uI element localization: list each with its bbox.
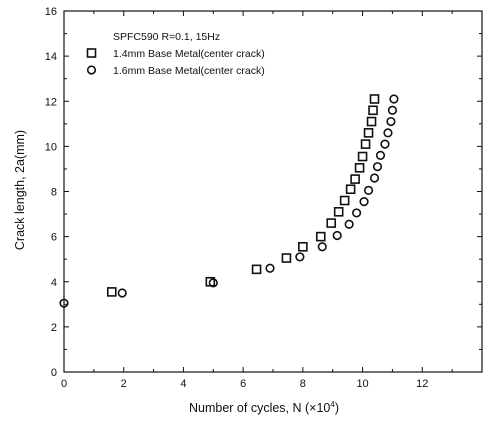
y-axis-ticks: 0 2 4 6 8 10 12 14 16 bbox=[45, 6, 482, 379]
data-point-series-1 bbox=[360, 139, 371, 149]
data-point-series-1 bbox=[369, 94, 380, 104]
x-axis-label-exponent: 4 bbox=[330, 400, 335, 409]
data-point-series-2 bbox=[208, 278, 218, 288]
y-tick-label: 4 bbox=[51, 277, 57, 289]
data-point-series-1 bbox=[251, 264, 262, 275]
legend-title: SPFC590 R=0.1, 15Hz bbox=[113, 31, 220, 43]
data-point-series-1 bbox=[326, 218, 337, 228]
data-point-series-1 bbox=[357, 151, 368, 162]
data-point-series-1 bbox=[345, 184, 356, 195]
x-tick-label: 0 bbox=[61, 378, 67, 390]
data-point-series-1 bbox=[298, 241, 308, 252]
y-tick-label: 14 bbox=[45, 51, 57, 63]
x-tick-label: 4 bbox=[180, 378, 186, 390]
data-point-series-2 bbox=[363, 185, 374, 195]
data-point-series-2 bbox=[59, 298, 69, 308]
data-point-series-2 bbox=[352, 208, 362, 218]
data-point-series-2 bbox=[372, 162, 383, 172]
data-points bbox=[59, 94, 399, 308]
legend-marker-square bbox=[86, 48, 97, 58]
data-point-series-2 bbox=[383, 128, 393, 138]
data-point-series-2 bbox=[344, 219, 354, 229]
data-point-series-2 bbox=[369, 173, 380, 183]
data-point-series-1 bbox=[339, 195, 350, 206]
data-point-series-2 bbox=[359, 197, 369, 207]
data-point-series-2 bbox=[389, 94, 399, 104]
x-tick-label: 6 bbox=[240, 378, 246, 390]
x-tick-label: 8 bbox=[300, 378, 306, 390]
data-point-series-2 bbox=[295, 252, 305, 262]
data-point-series-2 bbox=[332, 230, 342, 241]
data-point-series-2 bbox=[117, 288, 127, 298]
data-point-series-2 bbox=[387, 105, 398, 115]
x-tick-label: 2 bbox=[121, 378, 127, 390]
y-tick-label: 6 bbox=[51, 232, 57, 244]
y-tick-label: 12 bbox=[45, 96, 57, 108]
x-axis-label-close: ) bbox=[335, 401, 339, 415]
x-axis-ticks: 0 2 4 6 8 10 12 bbox=[61, 11, 483, 390]
data-point-series-1 bbox=[366, 116, 377, 127]
data-point-series-1 bbox=[281, 253, 292, 263]
data-point-series-1 bbox=[363, 128, 374, 138]
y-tick-label: 2 bbox=[51, 322, 57, 334]
y-tick-label: 10 bbox=[45, 141, 57, 153]
data-point-series-2 bbox=[375, 150, 386, 160]
data-point-series-1 bbox=[368, 105, 378, 116]
y-tick-label: 0 bbox=[51, 367, 57, 379]
data-point-series-2 bbox=[386, 116, 396, 127]
x-axis-label-main: Number of cycles, N (×10 bbox=[189, 401, 330, 415]
x-tick-label: 10 bbox=[356, 378, 368, 390]
data-point-series-2 bbox=[265, 263, 275, 273]
legend-label-series-2: 1.6mm Base Metal(center crack) bbox=[113, 65, 265, 77]
legend-marker-circle bbox=[86, 65, 97, 75]
data-point-series-1 bbox=[333, 207, 344, 217]
data-point-series-1 bbox=[354, 163, 365, 173]
y-tick-label: 16 bbox=[45, 6, 57, 18]
legend: SPFC590 R=0.1, 15Hz 1.4mm Base Metal(cen… bbox=[86, 31, 265, 77]
x-axis-label: Number of cycles, N (×104) bbox=[189, 400, 339, 415]
data-point-series-2 bbox=[380, 139, 390, 149]
y-axis-label: Crack length, 2a(mm) bbox=[13, 130, 27, 250]
x-tick-label: 12 bbox=[416, 378, 428, 390]
data-point-series-1 bbox=[315, 231, 326, 242]
legend-label-series-1: 1.4mm Base Metal(center crack) bbox=[113, 48, 265, 60]
y-tick-label: 8 bbox=[51, 187, 57, 199]
data-point-series-1 bbox=[350, 174, 360, 184]
data-point-series-2 bbox=[317, 242, 327, 252]
data-point-series-1 bbox=[106, 287, 117, 297]
